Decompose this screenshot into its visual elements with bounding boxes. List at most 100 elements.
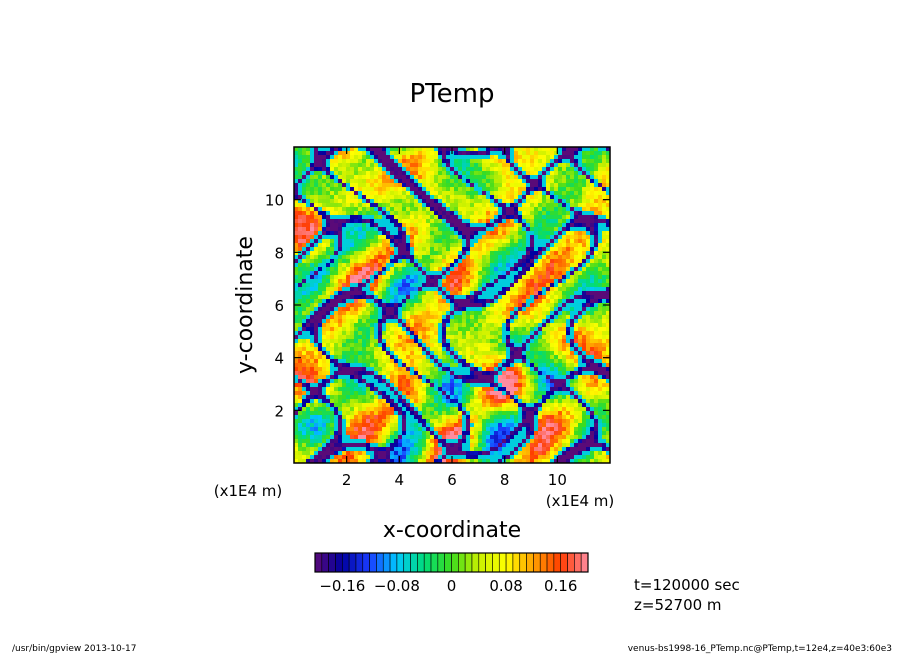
- heatmap-cell: [330, 335, 335, 340]
- heatmap-cell: [302, 263, 307, 268]
- heatmap-cell: [434, 267, 439, 272]
- heatmap-cell: [514, 199, 519, 204]
- heatmap-cell: [474, 335, 479, 340]
- heatmap-cell: [582, 255, 587, 260]
- heatmap-cell: [354, 203, 359, 208]
- heatmap-cell: [518, 303, 523, 308]
- heatmap-cell: [494, 223, 499, 228]
- heatmap-cell: [602, 319, 607, 324]
- heatmap-cell: [370, 231, 375, 236]
- heatmap-cell: [306, 243, 311, 248]
- heatmap-cell: [514, 187, 519, 192]
- heatmap-cell: [546, 383, 551, 388]
- heatmap-cell: [454, 359, 459, 364]
- heatmap-cell: [534, 383, 539, 388]
- heatmap-cell: [410, 315, 415, 320]
- heatmap-cell: [346, 387, 351, 392]
- heatmap-cell: [442, 211, 447, 216]
- heatmap-cell: [538, 279, 543, 284]
- heatmap-cell: [342, 195, 347, 200]
- heatmap-cell: [414, 295, 419, 300]
- heatmap-cell: [534, 299, 539, 304]
- heatmap-cell: [342, 375, 347, 380]
- heatmap-cell: [478, 271, 483, 276]
- heatmap-cell: [374, 319, 379, 324]
- heatmap-cell: [402, 187, 407, 192]
- heatmap-cell: [510, 327, 515, 332]
- heatmap-cell: [410, 163, 415, 168]
- heatmap-cell: [362, 179, 367, 184]
- heatmap-cell: [570, 291, 575, 296]
- heatmap-cell: [302, 279, 307, 284]
- heatmap-cell: [306, 159, 311, 164]
- heatmap-cell: [598, 159, 603, 164]
- heatmap-cell: [570, 259, 575, 264]
- heatmap-cell: [562, 195, 567, 200]
- heatmap-cell: [590, 183, 595, 188]
- heatmap-cell: [310, 319, 315, 324]
- heatmap-cell: [590, 307, 595, 312]
- heatmap-cell: [346, 323, 351, 328]
- heatmap-cell: [550, 283, 555, 288]
- heatmap-cell: [334, 191, 339, 196]
- heatmap-cell: [574, 331, 579, 336]
- heatmap-cell: [322, 279, 327, 284]
- heatmap-cell: [374, 359, 379, 364]
- heatmap-cell: [530, 239, 535, 244]
- heatmap-cell: [378, 163, 383, 168]
- heatmap-cell: [554, 239, 559, 244]
- heatmap-cell: [522, 315, 527, 320]
- heatmap-cell: [486, 215, 491, 220]
- heatmap-cell: [354, 375, 359, 380]
- heatmap-cell: [506, 367, 511, 372]
- heatmap-cell: [538, 179, 543, 184]
- heatmap-cell: [518, 395, 523, 400]
- heatmap-cell: [546, 315, 551, 320]
- heatmap-cell: [586, 287, 591, 292]
- heatmap-cell: [418, 327, 423, 332]
- heatmap-cell: [322, 203, 327, 208]
- heatmap-cell: [326, 359, 331, 364]
- heatmap-cell: [350, 395, 355, 400]
- heatmap-cell: [294, 207, 299, 212]
- heatmap-cell: [578, 315, 583, 320]
- heatmap-cell: [530, 287, 535, 292]
- heatmap-cell: [510, 299, 515, 304]
- heatmap-cell: [418, 211, 423, 216]
- heatmap-cell: [362, 263, 367, 268]
- heatmap-cell: [358, 347, 363, 352]
- heatmap-cell: [534, 207, 539, 212]
- heatmap-cell: [454, 203, 459, 208]
- heatmap-cell: [310, 275, 315, 280]
- heatmap-cell: [330, 339, 335, 344]
- heatmap-cell: [510, 159, 515, 164]
- heatmap-cell: [410, 303, 415, 308]
- heatmap-cell: [574, 195, 579, 200]
- heatmap-cell: [374, 291, 379, 296]
- heatmap-cell: [498, 355, 503, 360]
- heatmap-cell: [406, 327, 411, 332]
- heatmap-cell: [450, 347, 455, 352]
- heatmap-cell: [402, 379, 407, 384]
- heatmap-cell: [454, 155, 459, 160]
- heatmap-cell: [426, 179, 431, 184]
- heatmap-cell: [362, 303, 367, 308]
- heatmap-cell: [566, 199, 571, 204]
- heatmap-cell: [574, 183, 579, 188]
- heatmap-cell: [314, 159, 319, 164]
- heatmap-cell: [334, 275, 339, 280]
- heatmap-cell: [502, 291, 507, 296]
- heatmap-cell: [318, 259, 323, 264]
- heatmap-cell: [562, 231, 567, 236]
- heatmap-cell: [450, 319, 455, 324]
- heatmap-cell: [518, 191, 523, 196]
- heatmap-cell: [378, 159, 383, 164]
- heatmap-cell: [602, 307, 607, 312]
- heatmap-cell: [522, 395, 527, 400]
- heatmap-cell: [594, 223, 599, 228]
- heatmap-cell: [578, 371, 583, 376]
- heatmap-cell: [450, 335, 455, 340]
- heatmap-cell: [334, 351, 339, 356]
- heatmap-cell: [434, 151, 439, 156]
- heatmap-cell: [406, 379, 411, 384]
